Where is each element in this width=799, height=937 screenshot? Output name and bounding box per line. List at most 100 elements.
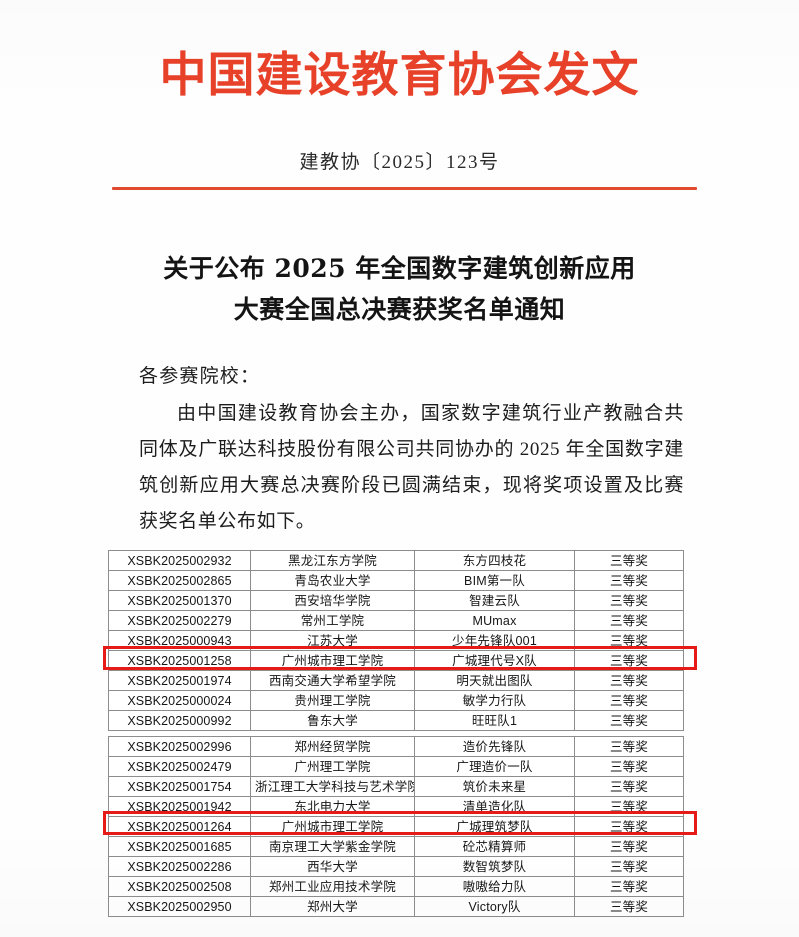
masthead-title: 中国建设教育协会发文 <box>159 48 640 103</box>
award-table-group: XSBK2025002996 郑州经贸学院 造价先锋队 三等奖 XSBK20250024… <box>108 736 684 917</box>
document-title: 关于公布 2025 年全国数字建筑创新应用 大赛全国总决赛获奖名单通知 <box>0 248 799 330</box>
award-school-cell: 郑州工业应用技术学院 <box>250 876 415 897</box>
table-row: XSBK2025001264 广州城市理工学院 广城理筑梦队 三等奖 <box>108 816 684 837</box>
award-team-cell: MUmax <box>414 610 575 631</box>
award-code-cell: XSBK2025000992 <box>108 710 251 731</box>
table-row: XSBK2025002479 广州理工学院 广理造价一队 三等奖 <box>108 756 684 777</box>
table-row: XSBK2025001974 西南交通大学希望学院 明天就出图队 三等奖 <box>108 670 684 691</box>
table-row: XSBK2025002865 青岛农业大学 BIM第一队 三等奖 <box>108 570 684 591</box>
award-team-cell: 清单造化队 <box>414 796 575 817</box>
document-body: 各参赛院校： 由中国建设教育协会主办，国家数字建筑行业产教融合共同体及广联达科技… <box>139 360 684 540</box>
award-team-cell: 明天就出图队 <box>414 670 575 691</box>
award-prize-cell: 三等奖 <box>574 896 684 917</box>
table-row: XSBK2025001258 广州城市理工学院 广城理代号X队 三等奖 <box>108 650 684 671</box>
award-school-cell: 西安培华学院 <box>250 590 415 611</box>
header-red-rule <box>112 187 697 190</box>
award-code-cell: XSBK2025002865 <box>108 570 251 591</box>
award-prize-cell: 三等奖 <box>574 816 684 837</box>
table-row: XSBK2025000992 鲁东大学 旺旺队1 三等奖 <box>108 710 684 731</box>
award-prize-cell: 三等奖 <box>574 690 684 711</box>
award-prize-cell: 三等奖 <box>574 856 684 877</box>
award-code-cell: XSBK2025002508 <box>108 876 251 897</box>
award-team-cell: 嗷嗷给力队 <box>414 876 575 897</box>
table-row: XSBK2025002932 黑龙江东方学院 东方四枝花 三等奖 <box>108 550 684 571</box>
salutation: 各参赛院校： <box>139 366 261 387</box>
award-school-cell: 郑州经贸学院 <box>250 736 415 757</box>
table-row: XSBK2025001942 东北电力大学 清单造化队 三等奖 <box>108 796 684 817</box>
award-prize-cell: 三等奖 <box>574 776 684 797</box>
award-school-cell: 鲁东大学 <box>250 710 415 731</box>
award-school-cell: 浙江理工大学科技与艺术学院 <box>250 776 415 797</box>
award-code-cell: XSBK2025002479 <box>108 756 251 777</box>
award-team-cell: 造价先锋队 <box>414 736 575 757</box>
award-team-cell: 广理造价一队 <box>414 756 575 777</box>
award-team-cell: 东方四枝花 <box>414 550 575 571</box>
award-school-cell: 青岛农业大学 <box>250 570 415 591</box>
award-table: XSBK2025002932 黑龙江东方学院 东方四枝花 三等奖 XSBK2025002… <box>108 550 684 731</box>
award-prize-cell: 三等奖 <box>574 710 684 731</box>
award-team-cell: 少年先锋队001 <box>414 630 575 651</box>
award-table-groups: XSBK2025002932 黑龙江东方学院 东方四枝花 三等奖 XSBK2025002… <box>108 550 684 917</box>
award-school-cell: 郑州大学 <box>250 896 415 917</box>
masthead: 中国建设教育协会发文 <box>0 48 799 104</box>
table-row: XSBK2025002508 郑州工业应用技术学院 嗷嗷给力队 三等奖 <box>108 876 684 897</box>
award-team-cell: 旺旺队1 <box>414 710 575 731</box>
award-code-cell: XSBK2025001754 <box>108 776 251 797</box>
table-row: XSBK2025002279 常州工学院 MUmax 三等奖 <box>108 610 684 631</box>
award-code-cell: XSBK2025000943 <box>108 630 251 651</box>
award-code-cell: XSBK2025001685 <box>108 836 251 857</box>
award-code-cell: XSBK2025002996 <box>108 736 251 757</box>
body-paragraph: 由中国建设教育协会主办，国家数字建筑行业产教融合共同体及广联达科技股份有限公司共… <box>139 403 684 532</box>
award-school-cell: 广州理工学院 <box>250 756 415 777</box>
award-school-cell: 南京理工大学紫金学院 <box>250 836 415 857</box>
award-school-cell: 西南交通大学希望学院 <box>250 670 415 691</box>
document-title-line-2: 大赛全国总决赛获奖名单通知 <box>233 295 566 324</box>
award-prize-cell: 三等奖 <box>574 876 684 897</box>
table-row: XSBK2025002286 西华大学 数智筑梦队 三等奖 <box>108 856 684 877</box>
award-code-cell: XSBK2025002286 <box>108 856 251 877</box>
award-team-cell: 敏学力行队 <box>414 690 575 711</box>
award-table: XSBK2025002996 郑州经贸学院 造价先锋队 三等奖 XSBK20250024… <box>108 736 684 917</box>
award-team-cell: Victory队 <box>414 896 575 917</box>
table-row: XSBK2025002996 郑州经贸学院 造价先锋队 三等奖 <box>108 736 684 757</box>
award-prize-cell: 三等奖 <box>574 550 684 571</box>
award-team-cell: 砼芯精算师 <box>414 836 575 857</box>
award-school-cell: 贵州理工学院 <box>250 690 415 711</box>
award-prize-cell: 三等奖 <box>574 650 684 671</box>
award-code-cell: XSBK2025002950 <box>108 896 251 917</box>
award-code-cell: XSBK2025001974 <box>108 670 251 691</box>
table-row: XSBK2025001754 浙江理工大学科技与艺术学院 筑价未来星 三等奖 <box>108 776 684 797</box>
award-code-cell: XSBK2025001942 <box>108 796 251 817</box>
award-school-cell: 东北电力大学 <box>250 796 415 817</box>
award-code-cell: XSBK2025001264 <box>108 816 251 837</box>
award-code-cell: XSBK2025001370 <box>108 590 251 611</box>
award-prize-cell: 三等奖 <box>574 670 684 691</box>
award-team-cell: 筑价未来星 <box>414 776 575 797</box>
table-row: XSBK2025002950 郑州大学 Victory队 三等奖 <box>108 896 684 917</box>
table-row: XSBK2025000943 江苏大学 少年先锋队001 三等奖 <box>108 630 684 651</box>
award-prize-cell: 三等奖 <box>574 630 684 651</box>
award-school-cell: 常州工学院 <box>250 610 415 631</box>
document-title-line-1: 关于公布 2025 年全国数字建筑创新应用 <box>163 254 636 283</box>
award-prize-cell: 三等奖 <box>574 736 684 757</box>
award-prize-cell: 三等奖 <box>574 570 684 591</box>
award-code-cell: XSBK2025002279 <box>108 610 251 631</box>
award-team-cell: 数智筑梦队 <box>414 856 575 877</box>
table-row: XSBK2025000024 贵州理工学院 敏学力行队 三等奖 <box>108 690 684 711</box>
award-team-cell: 广城理筑梦队 <box>414 816 575 837</box>
award-table-container: XSBK2025002932 黑龙江东方学院 东方四枝花 三等奖 XSBK2025002… <box>108 550 684 917</box>
award-team-cell: BIM第一队 <box>414 570 575 591</box>
award-code-cell: XSBK2025000024 <box>108 690 251 711</box>
award-school-cell: 江苏大学 <box>250 630 415 651</box>
award-table-group: XSBK2025002932 黑龙江东方学院 东方四枝花 三等奖 XSBK2025002… <box>108 550 684 731</box>
award-school-cell: 广州城市理工学院 <box>250 650 415 671</box>
award-school-cell: 黑龙江东方学院 <box>250 550 415 571</box>
award-prize-cell: 三等奖 <box>574 796 684 817</box>
award-team-cell: 智建云队 <box>414 590 575 611</box>
award-prize-cell: 三等奖 <box>574 610 684 631</box>
award-prize-cell: 三等奖 <box>574 756 684 777</box>
document-number: 建教协〔2025〕123号 <box>299 152 500 173</box>
award-team-cell: 广城理代号X队 <box>414 650 575 671</box>
award-code-cell: XSBK2025002932 <box>108 550 251 571</box>
